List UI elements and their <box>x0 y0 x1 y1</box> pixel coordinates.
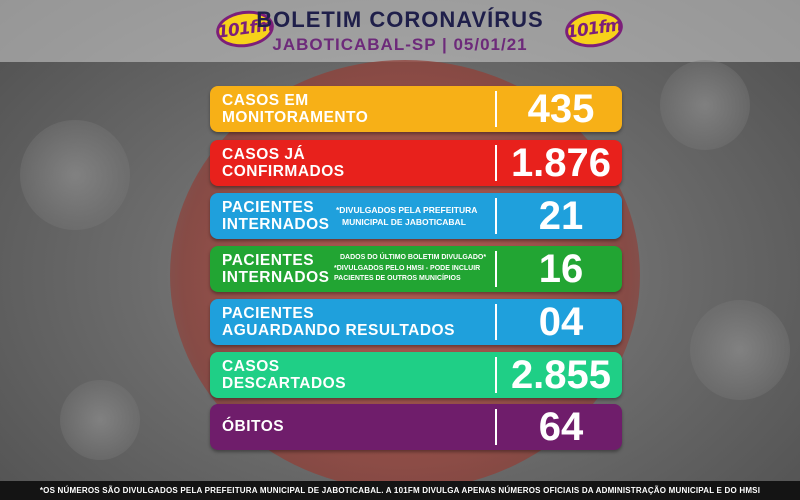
stat-value: 04 <box>538 300 584 344</box>
virus-illustration-small <box>60 380 140 460</box>
stat-row-deaths: ÓBITOS 64 <box>210 404 622 450</box>
divider <box>495 91 497 127</box>
virus-illustration-small <box>20 120 130 230</box>
stat-note: DADOS DO ÚLTIMO BOLETIM DIVULGADO* *DIVU… <box>334 254 487 282</box>
stat-label: CASOS JÁ CONFIRMADOS <box>222 146 345 180</box>
header-band <box>0 0 800 62</box>
stat-label: PACIENTES INTERNADOS <box>222 199 330 233</box>
stat-row-confirmed: CASOS JÁ CONFIRMADOS 1.876 <box>210 140 622 186</box>
stat-row-monitoring: CASOS EM MONITORAMENTO 435 <box>210 86 622 132</box>
virus-illustration-small <box>690 300 790 400</box>
stat-label: CASOS EM MONITORAMENTO <box>222 92 369 126</box>
stat-value: 21 <box>538 194 584 238</box>
stat-label: PACIENTES INTERNADOS <box>222 252 330 286</box>
stat-label: PACIENTES AGUARDANDO RESULTADOS <box>222 305 455 339</box>
divider <box>495 198 497 234</box>
divider <box>495 145 497 181</box>
divider <box>495 251 497 287</box>
divider <box>495 357 497 393</box>
stat-value: 1.876 <box>510 141 612 185</box>
stat-label: CASOS DESCARTADOS <box>222 358 347 392</box>
virus-illustration-small <box>660 60 750 150</box>
stat-value: 2.855 <box>510 353 612 397</box>
stat-value: 435 <box>527 87 595 131</box>
footer-disclaimer: *OS NÚMEROS SÃO DIVULGADOS PELA PREFEITU… <box>0 481 800 500</box>
stat-row-hospitalized-city: PACIENTES INTERNADOS *DIVULGADOS PELA PRE… <box>210 193 622 239</box>
stat-row-hospitalized-hmsi: PACIENTES INTERNADOS DADOS DO ÚLTIMO BOLE… <box>210 246 622 292</box>
stat-value: 64 <box>538 405 584 449</box>
stat-label: ÓBITOS <box>222 418 285 435</box>
stat-row-discarded: CASOS DESCARTADOS 2.855 <box>210 352 622 398</box>
page-title: BOLETIM CORONAVÍRUS <box>256 7 544 32</box>
stat-value: 16 <box>538 247 584 291</box>
divider <box>495 304 497 340</box>
divider <box>495 409 497 445</box>
stat-note: *DIVULGADOS PELA PREFEITURA MUNICIPAL DE … <box>336 205 478 227</box>
stat-row-awaiting: PACIENTES AGUARDANDO RESULTADOS 04 <box>210 299 622 345</box>
page-subtitle: JABOTICABAL-SP | 05/01/21 <box>272 35 528 54</box>
